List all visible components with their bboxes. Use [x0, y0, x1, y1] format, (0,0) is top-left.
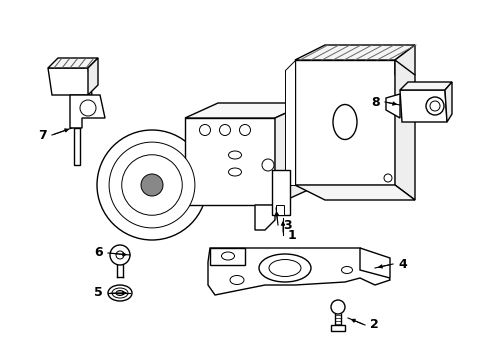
Polygon shape	[255, 205, 275, 230]
Polygon shape	[400, 82, 452, 90]
Text: 2: 2	[370, 319, 379, 332]
Circle shape	[331, 300, 345, 314]
Ellipse shape	[230, 275, 244, 284]
Polygon shape	[48, 68, 92, 95]
Ellipse shape	[221, 252, 235, 260]
Polygon shape	[185, 103, 308, 118]
Ellipse shape	[228, 151, 242, 159]
Ellipse shape	[112, 288, 128, 298]
Ellipse shape	[269, 260, 301, 276]
Ellipse shape	[333, 104, 357, 140]
Ellipse shape	[342, 266, 352, 274]
Circle shape	[109, 142, 195, 228]
Ellipse shape	[116, 291, 124, 296]
Text: 5: 5	[94, 287, 103, 300]
Text: 4: 4	[398, 257, 407, 270]
Text: 1: 1	[288, 229, 297, 242]
Polygon shape	[295, 60, 395, 185]
Polygon shape	[395, 45, 415, 75]
Polygon shape	[285, 60, 295, 185]
Ellipse shape	[108, 285, 132, 301]
Polygon shape	[74, 128, 80, 165]
Polygon shape	[395, 60, 415, 200]
Circle shape	[82, 103, 94, 113]
Text: 3: 3	[283, 219, 292, 231]
Polygon shape	[400, 90, 447, 122]
Polygon shape	[272, 170, 290, 215]
Polygon shape	[331, 325, 345, 331]
Polygon shape	[48, 58, 98, 68]
Text: 7: 7	[38, 129, 47, 141]
Circle shape	[80, 100, 96, 116]
Circle shape	[141, 174, 163, 196]
Polygon shape	[445, 82, 452, 122]
Text: 6: 6	[95, 247, 103, 260]
Circle shape	[430, 101, 440, 111]
Polygon shape	[295, 45, 415, 60]
Polygon shape	[386, 94, 400, 118]
Text: 8: 8	[371, 95, 380, 108]
Circle shape	[426, 97, 444, 115]
Circle shape	[97, 130, 207, 240]
Circle shape	[110, 245, 130, 265]
Circle shape	[199, 125, 211, 135]
Circle shape	[384, 174, 392, 182]
Polygon shape	[360, 248, 390, 278]
Circle shape	[116, 251, 124, 259]
Ellipse shape	[259, 254, 311, 282]
Circle shape	[220, 125, 230, 135]
Polygon shape	[275, 103, 308, 205]
Polygon shape	[208, 248, 390, 295]
Polygon shape	[295, 185, 415, 200]
Polygon shape	[210, 248, 245, 265]
Ellipse shape	[228, 168, 242, 176]
Circle shape	[262, 159, 274, 171]
Circle shape	[240, 125, 250, 135]
Polygon shape	[185, 118, 275, 205]
Polygon shape	[276, 205, 284, 215]
Polygon shape	[88, 58, 98, 95]
Polygon shape	[70, 95, 105, 128]
Circle shape	[122, 155, 182, 215]
